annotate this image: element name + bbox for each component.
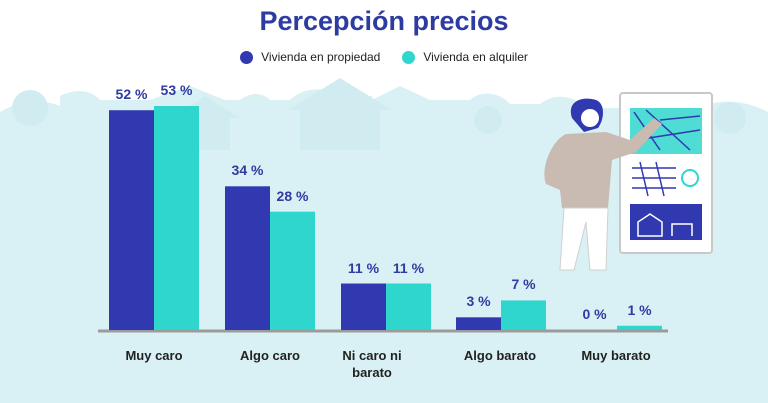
bar-algo-caro-series-1 [225,186,270,330]
value-label-ni-caro-ni-barato-series-2: 11 % [392,259,425,276]
legend-item-propiedad: Vivienda en propiedad [240,50,380,64]
bar-muy-caro-series-1 [109,110,154,331]
legend-swatch-propiedad [240,50,254,64]
category-label-ni-caro-ni-barato: Ni caro ni barato [342,348,402,380]
tree-silhouette [12,90,48,126]
category-label-muy-caro: Muy caro [125,348,183,363]
location-pin-icon [681,169,699,187]
value-label-algo-caro-series-2: 28 % [276,187,309,204]
tree-silhouette-2 [474,106,502,134]
value-label-muy-barato-series-1: 0 % [582,306,607,322]
chart-title: Percepción precios [259,6,509,36]
bar-ni-caro-ni-barato-series-1 [341,283,386,330]
bar-muy-caro-series-2 [154,106,199,330]
bar-muy-barato-series-2 [617,325,662,330]
legend-label-alquiler: Vivienda en alquiler [423,50,528,64]
board-grid-lines [632,161,676,197]
bar-algo-barato-series-1 [456,317,501,330]
value-label-muy-caro-series-2: 53 % [160,82,193,98]
woman-legs [559,207,609,271]
house-silhouette [288,78,392,150]
category-label-algo-barato: Algo barato [463,348,537,363]
value-label-muy-barato-series-2: 1 % [627,301,652,318]
bar-algo-barato-series-2 [501,300,546,330]
board-house-drawing [637,213,693,237]
value-label-algo-barato-series-2: 7 % [511,276,536,293]
legend-label-propiedad: Vivienda en propiedad [261,50,381,64]
woman-head [579,107,601,129]
value-label-algo-barato-series-1: 3 % [466,293,491,310]
tree-silhouette-3 [714,102,746,134]
category-label-muy-barato: Muy barato [581,348,651,363]
category-label-algo-caro: Algo caro [240,348,300,363]
bar-algo-caro-series-2 [270,211,315,330]
bars-group [109,106,662,331]
woman-body [544,118,662,208]
woman-illustration [544,92,713,271]
value-label-algo-caro-series-1: 34 % [231,162,264,179]
legend-swatch-alquiler [402,50,416,64]
legend: Vivienda en propiedad Vivienda en alquil… [0,50,768,64]
bar-ni-caro-ni-barato-series-2 [386,283,431,330]
board-house-panel [630,204,702,240]
value-label-muy-caro-series-1: 52 % [115,86,148,103]
legend-item-alquiler: Vivienda en alquiler [402,50,528,64]
value-label-ni-caro-ni-barato-series-1: 11 % [347,259,380,276]
